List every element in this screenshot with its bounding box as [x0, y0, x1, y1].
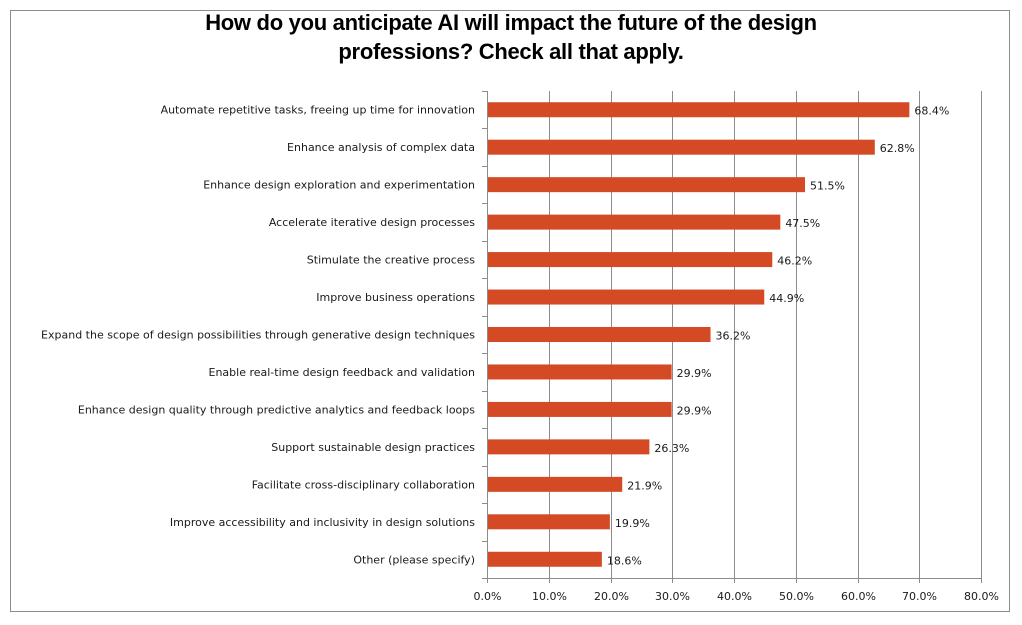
chart-title: How do you anticipate AI will impact the… [0, 8, 1022, 66]
data-label-8: 29.9% [677, 404, 712, 417]
x-tick-label-6: 60.0% [841, 590, 876, 603]
data-label-9: 26.3% [654, 442, 689, 455]
data-label-10: 21.9% [627, 479, 662, 492]
category-label-12: Other (please specify) [353, 553, 475, 566]
category-label-6: Expand the scope of design possibilities… [41, 329, 475, 342]
category-label-4: Stimulate the creative process [307, 254, 475, 267]
data-label-11: 19.9% [615, 517, 650, 530]
bar-2 [488, 177, 806, 193]
bar-0 [488, 102, 910, 118]
category-label-1: Enhance analysis of complex data [287, 141, 475, 154]
x-tick-label-3: 30.0% [655, 590, 690, 603]
bar-7 [488, 364, 672, 380]
bar-9 [488, 439, 650, 455]
x-tick-label-5: 50.0% [779, 590, 814, 603]
bar-12 [488, 551, 602, 567]
bar-1 [488, 139, 875, 155]
data-label-4: 46.2% [777, 255, 812, 268]
bar-8 [488, 401, 672, 417]
category-label-0: Automate repetitive tasks, freeing up ti… [161, 104, 475, 117]
bar-6 [488, 327, 711, 342]
data-label-7: 29.9% [677, 367, 712, 380]
category-label-3: Accelerate iterative design processes [269, 216, 475, 229]
bar-10 [488, 476, 623, 492]
data-label-1: 62.8% [880, 142, 915, 155]
category-label-2: Enhance design exploration and experimen… [203, 179, 475, 192]
bar-4 [488, 252, 773, 268]
data-label-2: 51.5% [810, 180, 845, 193]
category-label-5: Improve business operations [316, 291, 475, 304]
category-label-8: Enhance design quality through predictiv… [78, 403, 475, 416]
category-label-10: Facilitate cross-disciplinary collaborat… [252, 478, 475, 491]
category-label-7: Enable real-time design feedback and val… [209, 366, 476, 379]
x-tick-label-8: 80.0% [964, 590, 999, 603]
data-label-12: 18.6% [607, 554, 642, 567]
data-label-0: 68.4% [914, 105, 949, 118]
category-label-11: Improve accessibility and inclusivity in… [170, 516, 475, 529]
bar-3 [488, 214, 781, 230]
x-tick-label-0: 0.0% [474, 590, 502, 603]
chart-title-line-1: How do you anticipate AI will impact the… [205, 10, 817, 35]
chart-title-line-2: professions? Check all that apply. [338, 39, 684, 64]
category-label-9: Support sustainable design practices [271, 441, 475, 454]
x-tick-label-7: 70.0% [902, 590, 937, 603]
bar-11 [488, 514, 610, 530]
x-tick-label-1: 10.0% [532, 590, 567, 603]
x-tick-label-4: 40.0% [717, 590, 752, 603]
x-tick-label-2: 20.0% [594, 590, 629, 603]
data-label-3: 47.5% [785, 217, 820, 230]
data-label-6: 36.2% [716, 330, 751, 343]
bar-5 [488, 289, 765, 305]
data-label-5: 44.9% [769, 292, 804, 305]
